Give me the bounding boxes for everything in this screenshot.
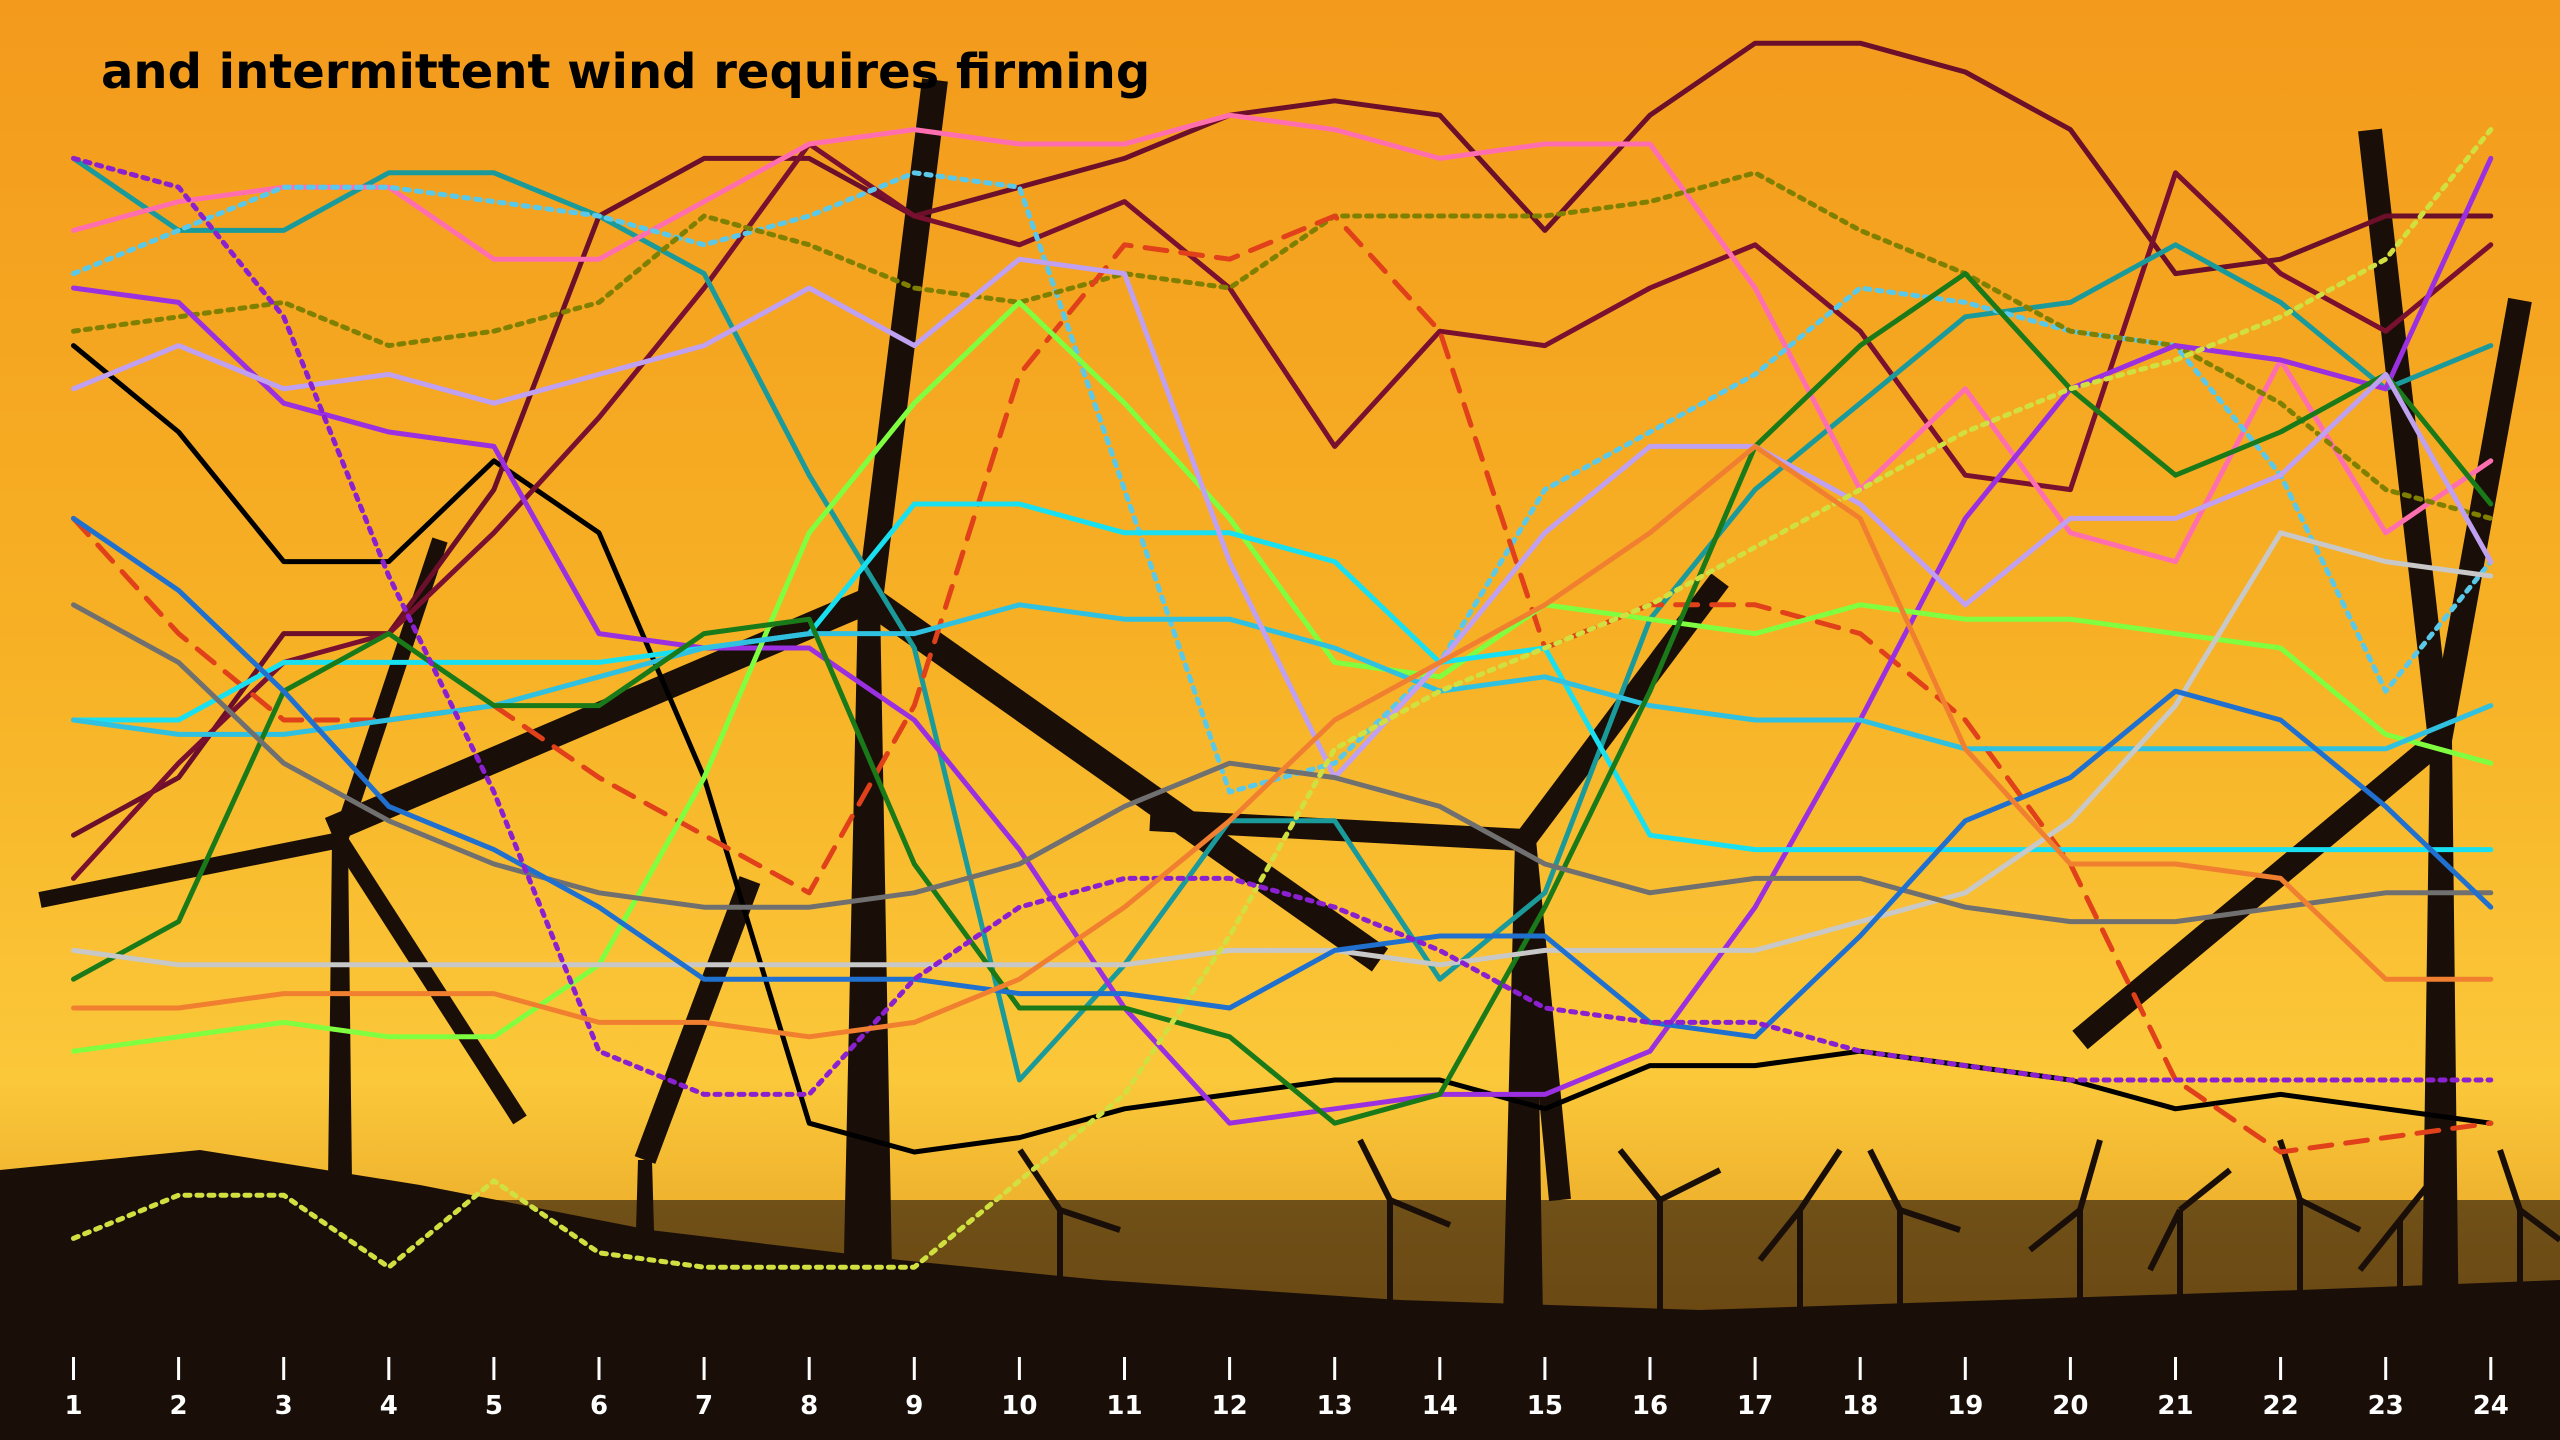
x-tick-label: 24	[2473, 1391, 2509, 1421]
series-line	[71, 127, 2494, 1270]
x-tick-label: 21	[2157, 1391, 2193, 1421]
x-tick-label: 8	[800, 1391, 818, 1421]
x-tick-label: 14	[1422, 1391, 1458, 1421]
x-tick-label: 3	[275, 1391, 293, 1421]
series-line	[71, 443, 2494, 1040]
x-axis: 1 2 3 4 5 6 7 8 9 10 11 12 13 14 15 16 17 18 19 20 21 22 23 24	[64, 1357, 2509, 1421]
x-tick-label: 19	[1947, 1391, 1983, 1421]
x-tick-label: 17	[1737, 1391, 1773, 1421]
x-tick-label: 22	[2263, 1391, 2299, 1421]
x-tick-label: 13	[1317, 1391, 1353, 1421]
series-line	[71, 170, 2494, 521]
x-tick-label: 4	[380, 1391, 398, 1421]
x-tick-label: 9	[905, 1391, 923, 1421]
x-tick-label: 12	[1212, 1391, 1248, 1421]
series-line	[71, 112, 2494, 565]
x-tick-label: 11	[1106, 1391, 1142, 1421]
series-line	[71, 501, 2494, 853]
x-tick-label: 1	[64, 1391, 82, 1421]
x-tick-label: 2	[170, 1391, 188, 1421]
x-tick-label: 7	[695, 1391, 713, 1421]
chart-title: and intermittent wind requires firming	[101, 44, 1150, 100]
series-line	[71, 343, 2494, 1155]
series-line	[71, 141, 2494, 881]
plot-area	[71, 40, 2494, 1270]
x-tick-label: 20	[2052, 1391, 2088, 1421]
series-line	[71, 256, 2494, 781]
series-line	[71, 299, 2494, 1054]
series-line	[71, 271, 2494, 1126]
series-line	[71, 170, 2494, 795]
x-tick-label: 5	[485, 1391, 503, 1421]
x-tick-label: 23	[2368, 1391, 2404, 1421]
x-tick-label: 18	[1842, 1391, 1878, 1421]
x-tick-label: 10	[1001, 1391, 1037, 1421]
series-line	[71, 515, 2494, 1040]
x-tick-label: 15	[1527, 1391, 1563, 1421]
series-line	[71, 40, 2494, 838]
x-tick-label: 16	[1632, 1391, 1668, 1421]
series-line	[71, 155, 2494, 1083]
series-line	[71, 155, 2494, 1097]
series-line	[71, 530, 2494, 968]
series-line	[71, 602, 2494, 752]
x-tick-label: 6	[590, 1391, 608, 1421]
